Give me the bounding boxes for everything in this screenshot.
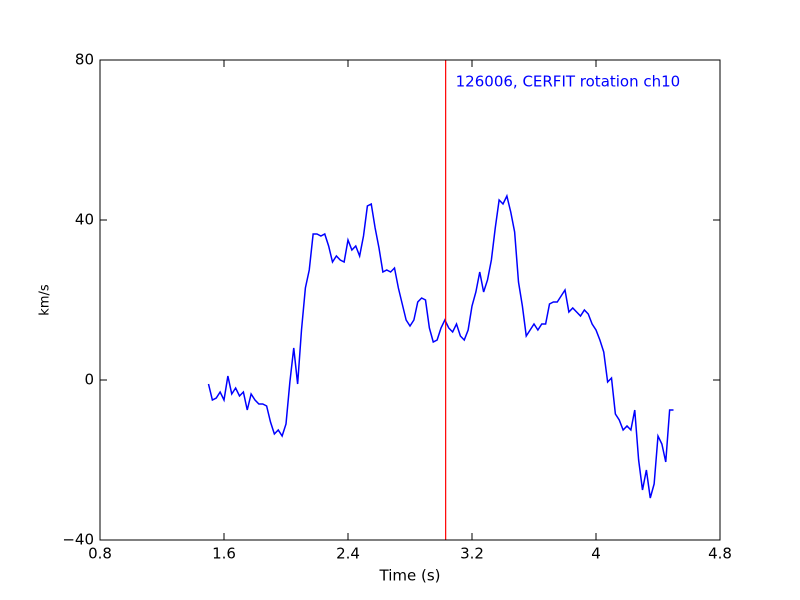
x-tick-label: 1.6: [212, 545, 236, 563]
y-tick-label: 40: [75, 211, 94, 229]
y-tick-label: −40: [62, 531, 94, 549]
x-tick-label: 0.8: [88, 545, 112, 563]
y-tick-label: 0: [84, 371, 94, 389]
x-axis-label: Time (s): [379, 567, 441, 585]
y-axis-label: km/s: [38, 284, 53, 316]
x-tick-label: 2.4: [336, 545, 360, 563]
x-tick-label: 4: [591, 545, 601, 563]
data-line: [207, 193, 674, 499]
plot-frame: [99, 59, 721, 541]
annotation: 126006, CERFIT rotation ch10: [456, 73, 681, 91]
x-tick-label: 3.2: [460, 545, 484, 563]
y-tick-label: 80: [75, 51, 94, 69]
x-tick-label: 4.8: [708, 545, 732, 563]
